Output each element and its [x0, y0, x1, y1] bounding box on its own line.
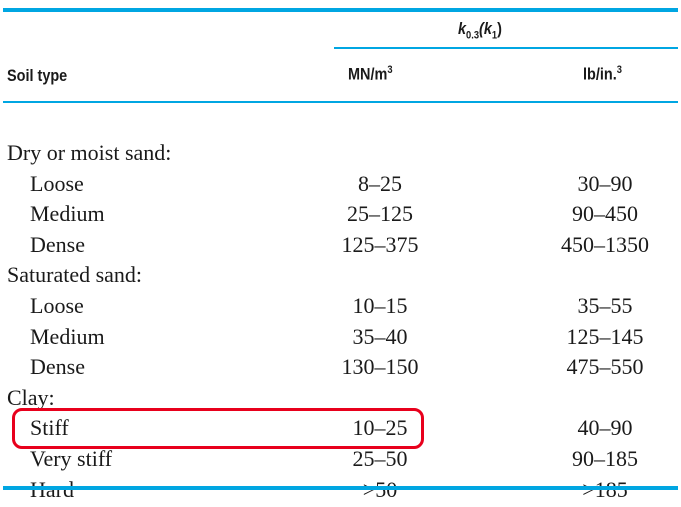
soil-type-cell: Medium	[30, 201, 105, 227]
soil-type-cell: Saturated sand:	[7, 262, 143, 288]
table-row: Loose 10–15 35–55	[0, 293, 681, 323]
soil-type-cell: Medium	[30, 323, 105, 349]
soil-type-cell: Very stiff	[30, 446, 113, 471]
mn-value-cell: 35–40	[352, 323, 408, 349]
soil-type-cell: Dense	[30, 354, 85, 380]
lb-value-cell: 30–90	[577, 170, 633, 196]
lb-value-cell: 90–450	[572, 201, 638, 227]
table-row: Clay:	[0, 385, 681, 415]
table-row: Hard>50>185	[0, 477, 681, 507]
header-soil-type: Soil type	[7, 66, 68, 85]
lb-value-cell: 450–1350	[561, 231, 649, 257]
table-bottom-rule	[3, 486, 678, 490]
soil-type-cell: Dense	[30, 231, 85, 257]
table-row: Dense 125–375 450–1350	[0, 232, 681, 262]
soil-type-cell: Clay:	[7, 384, 55, 410]
table-row: Saturated sand:	[0, 262, 681, 292]
mn-value-cell: 8–25	[358, 170, 402, 196]
table-row: Dense 130–150 475–550	[0, 354, 681, 384]
soil-type-cell: Loose	[30, 170, 84, 196]
soil-type-cell: Loose	[30, 293, 84, 318]
header-lb-per-in3: lb/in.3	[583, 64, 622, 84]
lb-value-cell: 125–145	[566, 323, 644, 349]
header-rule	[3, 101, 678, 103]
column-group-header: k0.3(k1)	[458, 19, 502, 42]
table-row: Very stiff 25–50 90–185	[0, 446, 681, 476]
lb-value-cell: 40–90	[577, 415, 633, 441]
table-row: Medium 35–40 125–145	[0, 324, 681, 354]
soil-type-cell: Dry or moist sand:	[7, 140, 172, 165]
table-row: Medium 25–125 90–450	[0, 201, 681, 231]
lb-value-cell: 35–55	[577, 293, 633, 318]
table-row: Stiff 10–25 40–90	[0, 415, 681, 445]
highlight-box	[12, 408, 424, 449]
mn-value-cell: 10–15	[352, 293, 408, 318]
table-top-rule	[3, 8, 678, 12]
mn-value-cell: 130–150	[341, 354, 419, 380]
mn-value-cell: 10–25	[352, 415, 408, 441]
mn-value-cell: 125–375	[341, 231, 419, 257]
lb-value-cell: 475–550	[566, 354, 644, 380]
table-row: Dry or moist sand:	[0, 140, 681, 170]
header-mn-per-m3: MN/m3	[348, 64, 393, 84]
mn-value-cell: 25–50	[352, 446, 408, 471]
group-header-rule	[334, 47, 678, 49]
mn-value-cell: 25–125	[347, 201, 413, 227]
soil-type-cell: Stiff	[30, 415, 69, 441]
table-row: Loose 8–25 30–90	[0, 171, 681, 201]
lb-value-cell: 90–185	[572, 446, 638, 471]
